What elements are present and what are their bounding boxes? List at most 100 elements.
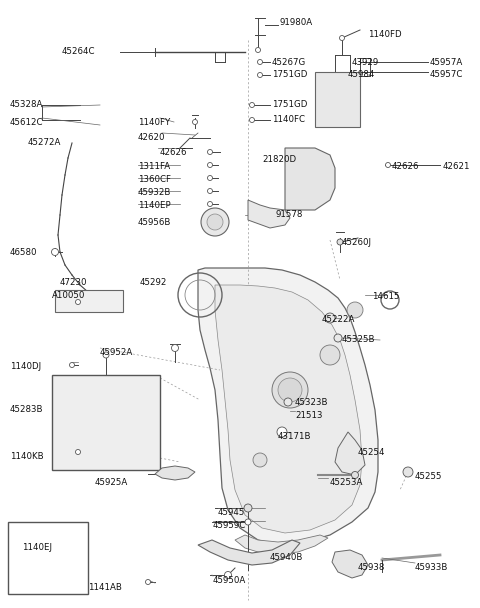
Text: 43171B: 43171B [278,432,312,441]
Text: 45260J: 45260J [342,238,372,247]
Text: 91980A: 91980A [280,18,313,27]
Text: 1140FY: 1140FY [138,118,170,127]
Polygon shape [155,466,195,480]
Polygon shape [198,540,300,565]
Text: 45255: 45255 [415,472,443,481]
Circle shape [70,362,74,367]
Text: 45325B: 45325B [342,335,375,344]
Bar [55,290,123,312]
Text: 45940B: 45940B [270,553,303,562]
Text: 45264C: 45264C [62,47,96,56]
Text: 45925A: 45925A [95,478,128,487]
Circle shape [207,201,213,207]
Circle shape [257,60,263,64]
Circle shape [325,313,335,323]
Text: 45933B: 45933B [415,563,448,572]
Text: 1311FA: 1311FA [138,162,170,171]
Text: 47230: 47230 [60,278,87,287]
Polygon shape [332,550,368,578]
Circle shape [277,427,287,437]
Text: 1140FD: 1140FD [368,30,402,39]
Text: 45950A: 45950A [213,576,246,585]
Circle shape [347,302,363,318]
Text: 45253A: 45253A [330,478,363,487]
Text: 45612C: 45612C [10,118,44,127]
Circle shape [145,579,151,584]
Text: 46580: 46580 [10,248,37,257]
Text: 1751GD: 1751GD [272,70,307,79]
Text: 45984: 45984 [348,70,375,79]
Text: 45292: 45292 [140,278,168,287]
Circle shape [75,449,81,455]
Circle shape [207,150,213,154]
Text: 91578: 91578 [275,210,302,219]
Circle shape [207,176,213,181]
Text: 1140EP: 1140EP [138,201,170,210]
Circle shape [320,345,340,365]
Text: A10050: A10050 [52,291,85,300]
Text: 45957A: 45957A [430,58,463,67]
Text: 45957C: 45957C [430,70,463,79]
Circle shape [171,345,179,351]
Polygon shape [335,432,365,475]
Circle shape [45,559,51,565]
Circle shape [385,162,391,167]
Text: 1140KB: 1140KB [10,452,44,461]
Circle shape [250,103,254,108]
Polygon shape [285,148,335,210]
Text: 45254: 45254 [358,448,385,457]
Circle shape [103,352,109,358]
Circle shape [339,35,345,41]
Circle shape [255,47,261,52]
Polygon shape [215,285,362,533]
Circle shape [337,239,343,245]
Text: 1140FC: 1140FC [272,115,305,124]
Text: 45938: 45938 [358,563,385,572]
Circle shape [245,519,251,525]
Circle shape [207,214,223,230]
Polygon shape [235,535,328,554]
Circle shape [253,453,267,467]
Text: 45959C: 45959C [213,521,246,530]
Circle shape [250,117,254,122]
Text: 1140EJ: 1140EJ [22,543,52,552]
Circle shape [351,471,359,478]
Text: 45272A: 45272A [28,138,61,147]
Text: 45932B: 45932B [138,188,171,197]
Text: 1140DJ: 1140DJ [10,362,41,371]
Circle shape [51,249,59,255]
Text: 45956B: 45956B [138,218,171,227]
Text: 1751GD: 1751GD [272,100,307,109]
Text: 43929: 43929 [352,58,379,67]
Text: 21513: 21513 [295,411,323,420]
Text: 45283B: 45283B [10,405,44,414]
Bar [315,72,360,127]
Circle shape [337,240,343,244]
Circle shape [278,378,302,402]
Circle shape [207,162,213,167]
Circle shape [75,300,81,305]
Circle shape [284,398,292,406]
Polygon shape [198,268,378,545]
Text: 45323B: 45323B [295,398,328,407]
Text: 45267G: 45267G [272,58,306,67]
Polygon shape [248,200,290,228]
Text: 1360CF: 1360CF [138,175,171,184]
Text: 14615: 14615 [372,292,399,301]
Circle shape [403,467,413,477]
Text: 42626: 42626 [392,162,420,171]
Text: 45945: 45945 [218,508,245,517]
Text: 42626: 42626 [160,148,188,157]
Text: 45952A: 45952A [100,348,133,357]
Circle shape [192,120,197,125]
Text: 45222A: 45222A [322,315,355,324]
Text: 42621: 42621 [443,162,470,171]
Text: 1141AB: 1141AB [88,583,122,592]
Circle shape [244,504,252,512]
Text: 45328A: 45328A [10,100,43,109]
Circle shape [207,188,213,193]
Text: 42620: 42620 [138,133,166,142]
Bar [8,522,88,594]
Text: 21820D: 21820D [262,155,296,164]
Circle shape [225,572,231,578]
